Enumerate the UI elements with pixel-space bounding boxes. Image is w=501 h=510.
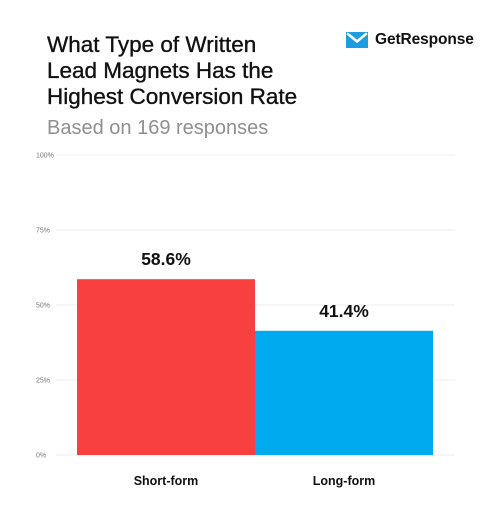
chart-title: What Type of Written Lead Magnets Has th… [47,32,347,110]
data-label: 41.4% [319,301,369,321]
data-label: 58.6% [141,249,191,269]
y-tick-label: 25% [36,378,50,385]
envelope-icon [345,31,369,49]
y-tick-label: 100% [36,153,54,160]
chart-title-line: Lead Magnets Has the [47,58,274,83]
brand-name: GetResponse [375,31,474,48]
chart-subtitle: Based on 169 responses [47,117,269,139]
y-tick-label: 75% [36,228,50,235]
y-tick-label: 50% [36,303,50,310]
y-tick-label: 0% [36,453,46,460]
x-tick-label: Long-form [313,474,375,488]
brand-logo: GetResponse [345,29,474,51]
x-tick-label: Short-form [134,474,199,488]
chart-title-line: What Type of Written [47,32,257,57]
bar [255,330,433,455]
chart-title-line: Highest Conversion Rate [47,84,298,109]
bar [77,279,255,455]
